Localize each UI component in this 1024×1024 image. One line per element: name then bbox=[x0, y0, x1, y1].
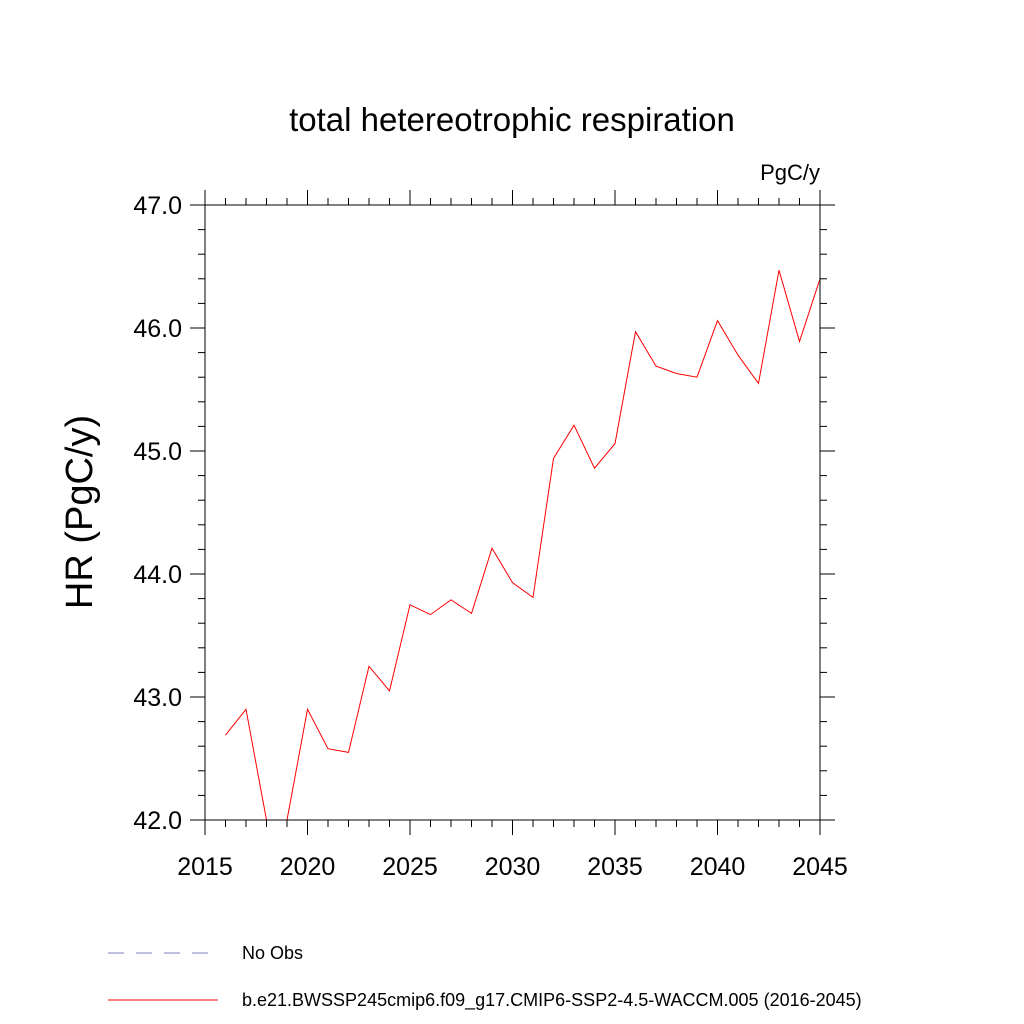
y-tick-label: 44.0 bbox=[133, 561, 182, 589]
x-tick-label: 2020 bbox=[280, 853, 336, 881]
y-tick-label: 43.0 bbox=[133, 684, 182, 712]
series-line bbox=[225, 270, 821, 821]
y-tick-label: 46.0 bbox=[133, 315, 182, 343]
plot-frame bbox=[204, 204, 821, 821]
axis-ticks: 2015 2020 2025 2030 2035 2040 2045 42.0 43.0 44.0… bbox=[133, 190, 848, 881]
legend-label: No Obs bbox=[242, 943, 303, 963]
y-tick-label: 47.0 bbox=[133, 192, 182, 220]
chart-title: total hetereotrophic respiration bbox=[289, 101, 735, 138]
x-tick-label: 2040 bbox=[690, 853, 746, 881]
series-lines bbox=[225, 270, 821, 821]
x-tick-label: 2015 bbox=[177, 853, 233, 881]
x-tick-label: 2045 bbox=[792, 853, 848, 881]
x-tick-label: 2030 bbox=[485, 853, 541, 881]
y-axis-label: HR (PgC/y) bbox=[59, 415, 101, 609]
units-label: PgC/y bbox=[760, 160, 820, 185]
y-tick-label: 45.0 bbox=[133, 438, 182, 466]
y-tick-label: 42.0 bbox=[133, 807, 182, 835]
x-tick-label: 2025 bbox=[382, 853, 438, 881]
legend-label: b.e21.BWSSP245cmip6.f09_g17.CMIP6-SSP2-4… bbox=[242, 990, 862, 1011]
x-tick-label: 2035 bbox=[587, 853, 643, 881]
legend: No Obs b.e21.BWSSP245cmip6.f09_g17.CMIP6-… bbox=[108, 943, 862, 1011]
